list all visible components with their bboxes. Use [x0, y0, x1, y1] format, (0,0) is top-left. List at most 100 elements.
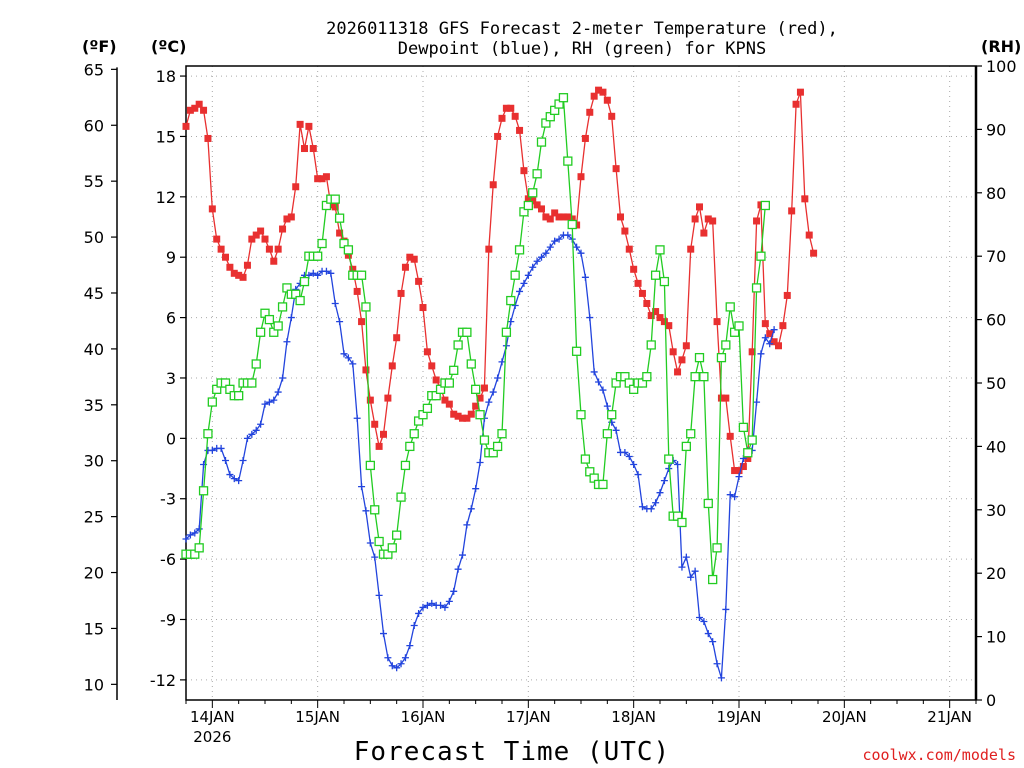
dewpoint-point — [467, 505, 475, 513]
dewpoint-point — [270, 396, 278, 404]
celsius-tick-label: -6 — [160, 550, 176, 569]
temperature-point — [647, 312, 655, 320]
rh-point — [492, 441, 503, 452]
dewpoint-point — [191, 529, 199, 537]
temperature-point — [441, 396, 449, 404]
dewpoint-point — [761, 334, 769, 342]
time-tick-label: 18JAN — [611, 708, 656, 726]
dewpoint-point — [520, 279, 528, 287]
dewpoint-point — [551, 237, 559, 245]
dewpoint-point — [546, 243, 554, 251]
temperature-point — [595, 86, 603, 94]
temperature-point — [507, 104, 515, 112]
dewpoint-point — [678, 563, 686, 571]
dewpoint-point — [428, 599, 436, 607]
rh-point — [708, 574, 718, 585]
rh-point — [725, 302, 735, 312]
rh-point — [396, 492, 406, 502]
dewpoint-point — [625, 452, 633, 460]
temperature-point — [494, 132, 502, 140]
rh-tick-label: 50 — [986, 374, 1006, 393]
temperature-point — [296, 120, 304, 128]
temperature-point — [555, 213, 563, 221]
dewpoint-point — [757, 350, 765, 358]
dewpoint-point — [696, 613, 703, 621]
celsius-tick-label: -12 — [150, 671, 176, 690]
temperature-point — [380, 430, 387, 438]
rh-point — [387, 543, 397, 553]
dewpoint-point — [533, 257, 541, 265]
rh-point — [453, 340, 463, 350]
rh-tick-label: 60 — [986, 311, 1006, 330]
temperature-point — [239, 273, 247, 281]
time-tick-label: 17JAN — [506, 708, 551, 726]
rh-point — [747, 435, 757, 445]
fahrenheit-tick-label: 60 — [84, 116, 104, 135]
rh-point — [194, 543, 204, 553]
rh-point — [677, 517, 687, 528]
rh-point — [198, 486, 209, 496]
rh-point — [501, 327, 512, 337]
dewpoint-point — [586, 314, 594, 322]
rh-point — [602, 429, 612, 439]
rh-point — [449, 365, 459, 375]
rh-point — [207, 397, 217, 407]
rh-point — [563, 156, 573, 166]
dewpoint-point — [186, 531, 194, 539]
temperature-point — [200, 106, 208, 114]
temperature-point — [459, 414, 466, 422]
temperature-point — [788, 207, 796, 215]
dewpoint-point — [472, 485, 480, 493]
dewpoint-point — [682, 553, 690, 561]
rh-tick-label: 90 — [986, 120, 1006, 139]
dewpoint-point — [630, 461, 638, 469]
celsius-tick-label: -9 — [160, 610, 176, 629]
rh-tick-label: 10 — [986, 628, 1006, 647]
rh-point — [374, 536, 384, 547]
dewpoint-point — [735, 473, 743, 481]
celsius-unit-label: (ºC) — [151, 37, 186, 56]
rh-point — [365, 460, 375, 471]
rh-point — [694, 352, 705, 363]
dewpoint-point — [674, 461, 682, 469]
temperature-point — [388, 362, 396, 370]
rh-point — [576, 410, 586, 420]
dewpoint-point — [208, 446, 216, 454]
chart-title-line2: Dewpoint (blue), RH (green) for KPNS — [398, 39, 766, 59]
rh-point — [510, 270, 520, 280]
temperature-point — [722, 394, 730, 402]
temperature-point — [599, 88, 607, 96]
temperature-point — [358, 318, 366, 326]
temperature-point — [665, 322, 673, 330]
dewpoint-point — [450, 587, 458, 595]
dewpoint-point — [647, 505, 655, 513]
temperature-point — [577, 173, 585, 181]
temperature-point — [669, 348, 677, 356]
dewpoint-point — [542, 249, 550, 257]
rh-point — [686, 429, 696, 439]
temperature-point — [502, 104, 510, 112]
dewpoint-point — [401, 654, 409, 662]
dewpoint-point — [336, 318, 344, 326]
temperature-point — [428, 362, 436, 370]
temperature-point — [634, 279, 642, 287]
time-tick-year-label: 2026 — [193, 728, 231, 746]
series-group — [181, 86, 818, 682]
rh-point — [273, 321, 283, 331]
temperature-point — [691, 215, 699, 223]
temperature-point — [480, 384, 488, 392]
rh-point — [650, 270, 661, 280]
dewpoint-point — [279, 374, 287, 382]
rh-tick-label: 30 — [986, 501, 1006, 520]
celsius-tick-label: 12 — [156, 188, 176, 207]
rh-tick-label: 20 — [986, 564, 1006, 583]
temperature-point — [362, 366, 370, 374]
fahrenheit-tick-label: 10 — [84, 675, 104, 694]
temperature-point — [265, 245, 273, 253]
temperature-point — [450, 410, 458, 418]
rh-unit-label: (RH) — [981, 37, 1021, 56]
temperature-point — [195, 100, 203, 108]
dewpoint-point — [423, 601, 431, 609]
dewpoint-point — [638, 503, 646, 511]
